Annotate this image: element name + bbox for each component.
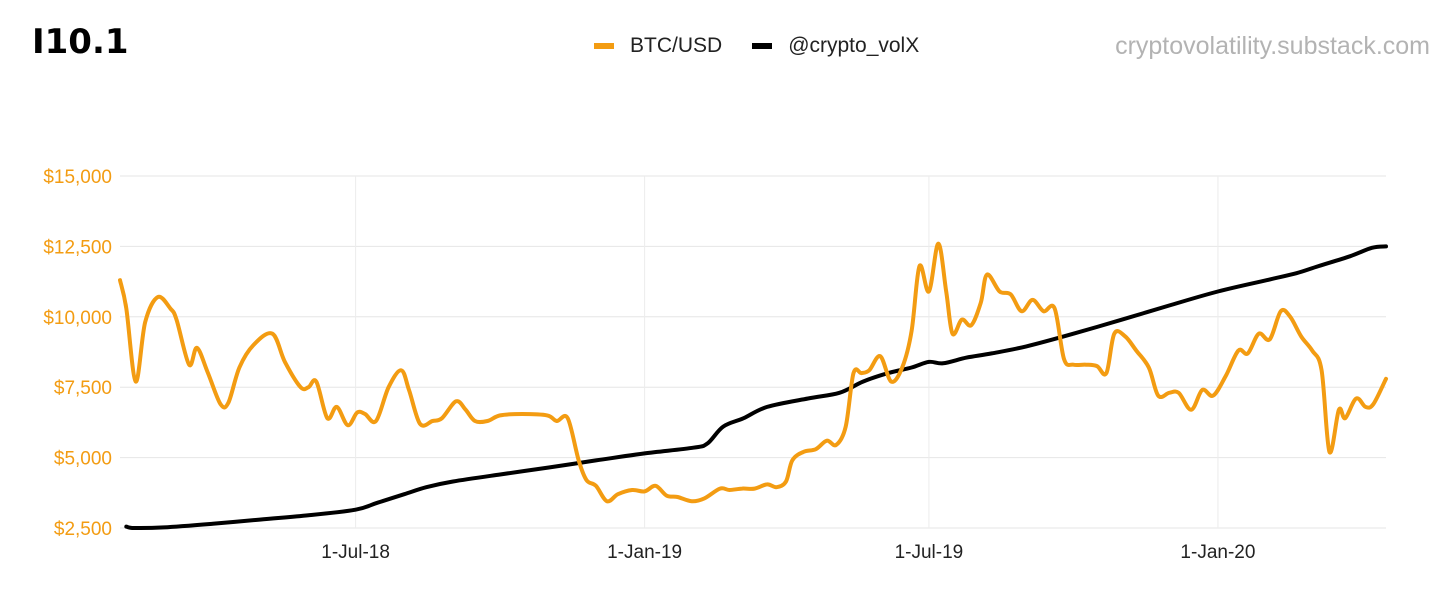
y-tick-label: $7,500 (54, 378, 112, 399)
x-tick-label: 1-Jul-18 (321, 542, 390, 563)
y-axis: $2,500 $5,000 $7,500 $10,000 $12,500 $15,000 (43, 167, 112, 540)
series-lines (118, 241, 1388, 531)
y-tick-label: $2,500 (54, 519, 112, 540)
y-tick-label: $5,000 (54, 449, 112, 470)
series-line--crypto-volx (124, 244, 1388, 531)
series-line-btc-usd (118, 241, 1388, 504)
legend: BTC/USD @crypto_volX (594, 34, 949, 58)
y-tick-label: $10,000 (43, 308, 112, 329)
legend-swatch-btc (594, 43, 614, 49)
grid (120, 175, 1386, 529)
x-tick-label: 1-Jan-20 (1180, 542, 1255, 563)
source-watermark: cryptovolatility.substack.com (1115, 32, 1430, 60)
x-tick-label: 1-Jul-19 (895, 542, 964, 563)
chart-title: I10.1 (32, 22, 129, 62)
legend-swatch-volx (752, 43, 773, 49)
x-tick-label: 1-Jan-19 (607, 542, 682, 563)
x-axis: 1-Jul-18 1-Jan-19 1-Jul-19 1-Jan-20 (321, 542, 1255, 563)
legend-label-volx: @crypto_volX (788, 34, 920, 57)
y-tick-label: $12,500 (43, 237, 112, 258)
legend-item-volx: @crypto_volX (752, 34, 919, 58)
legend-item-btc: BTC/USD (594, 34, 722, 58)
y-tick-label: $15,000 (43, 167, 112, 188)
legend-label-btc: BTC/USD (630, 34, 723, 57)
